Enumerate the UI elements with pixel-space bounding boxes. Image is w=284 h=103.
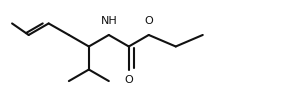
Text: O: O bbox=[144, 16, 153, 26]
Text: NH: NH bbox=[101, 16, 117, 26]
Text: O: O bbox=[124, 75, 133, 85]
